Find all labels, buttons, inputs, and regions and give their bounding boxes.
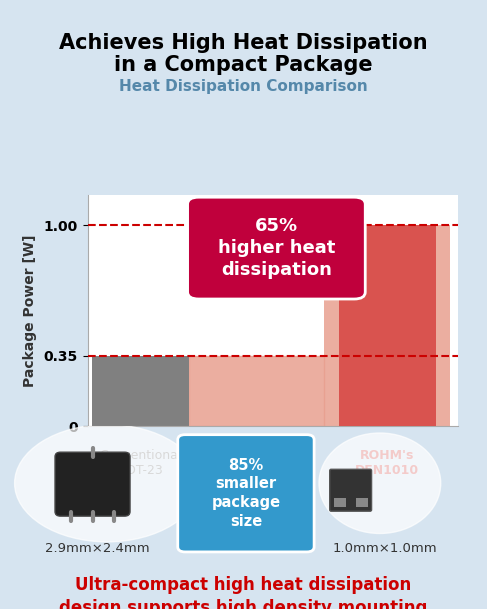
Bar [334, 498, 346, 507]
Text: Ultra-compact high heat dissipation
design supports high density mounting: Ultra-compact high heat dissipation desi… [59, 576, 428, 609]
Y-axis label: Package Power [W]: Package Power [W] [23, 234, 37, 387]
Text: 85%
smaller
package
size: 85% smaller package size [211, 458, 281, 529]
Text: ROHM's
DFN1010: ROHM's DFN1010 [355, 449, 419, 477]
FancyBboxPatch shape [55, 452, 130, 516]
Text: in a Compact Package: in a Compact Package [114, 55, 373, 75]
Text: 1.0mm×1.0mm: 1.0mm×1.0mm [333, 542, 437, 555]
Ellipse shape [319, 433, 441, 533]
Text: Conventional
SOT-23: Conventional SOT-23 [99, 449, 182, 477]
Text: Achieves High Heat Dissipation: Achieves High Heat Dissipation [59, 33, 428, 54]
Text: 65%
higher heat
dissipation: 65% higher heat dissipation [218, 217, 335, 280]
Text: Heat Dissipation Comparison: Heat Dissipation Comparison [119, 79, 368, 94]
Bar [92, 356, 189, 426]
Bar [339, 225, 436, 426]
FancyBboxPatch shape [330, 470, 372, 511]
Ellipse shape [15, 424, 200, 542]
Bar [324, 225, 450, 426]
FancyBboxPatch shape [178, 435, 314, 552]
FancyBboxPatch shape [187, 197, 365, 299]
Text: 2.9mm×2.4mm: 2.9mm×2.4mm [45, 542, 150, 555]
Bar [356, 498, 368, 507]
